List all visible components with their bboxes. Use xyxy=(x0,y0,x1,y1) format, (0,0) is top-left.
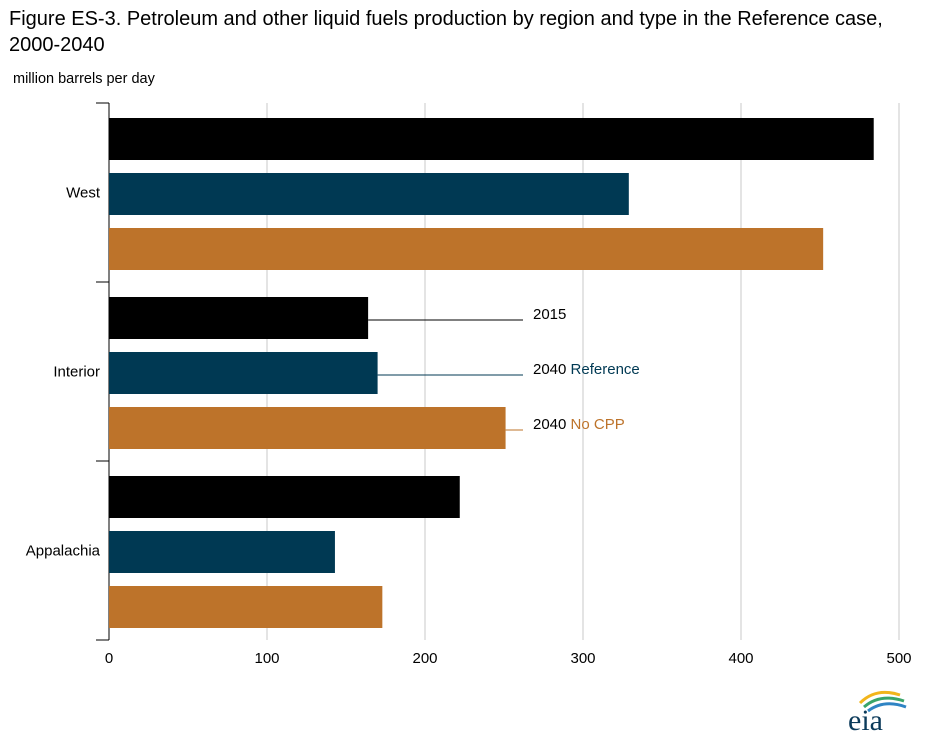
bar-west-2 xyxy=(109,173,629,215)
bar-appalachia-3 xyxy=(109,586,383,628)
bar-west-3 xyxy=(109,228,824,270)
x-tick-label: 300 xyxy=(570,650,595,667)
x-tick-label: 400 xyxy=(728,650,753,667)
legend-entry: 2015 xyxy=(533,306,566,323)
legend-label: No CPP xyxy=(566,416,624,433)
legend-label: Reference xyxy=(566,361,639,378)
x-tick-label: 0 xyxy=(105,650,113,667)
bar-appalachia-2 xyxy=(109,531,335,573)
legend-year: 2015 xyxy=(533,306,566,323)
category-label: Interior xyxy=(53,364,100,381)
eia-logo: eia xyxy=(842,683,912,740)
category-label: Appalachia xyxy=(26,543,101,560)
bar-interior-3 xyxy=(109,407,506,449)
x-tick-label: 200 xyxy=(412,650,437,667)
chart-title: Figure ES-3. Petroleum and other liquid … xyxy=(9,8,883,56)
legend-entry: 2040 No CPP xyxy=(533,416,625,433)
eia-logo-text: eia xyxy=(848,704,883,735)
legend-year: 2040 xyxy=(533,361,566,378)
category-label: West xyxy=(66,185,101,202)
bar-interior-1 xyxy=(109,297,369,339)
bar-west-1 xyxy=(109,118,874,160)
bar-interior-2 xyxy=(109,352,378,394)
x-tick-label: 100 xyxy=(254,650,279,667)
category-labels: West Interior Appalachia xyxy=(26,185,101,560)
legend-entry: 2040 Reference xyxy=(533,361,640,378)
bars xyxy=(109,118,874,628)
x-tick-label: 500 xyxy=(886,650,911,667)
legend-year: 2040 xyxy=(533,416,566,433)
units-label: million barrels per day xyxy=(13,71,155,87)
bar-appalachia-1 xyxy=(109,476,460,518)
x-tick-labels: 0 100 200 300 400 500 xyxy=(105,650,912,667)
